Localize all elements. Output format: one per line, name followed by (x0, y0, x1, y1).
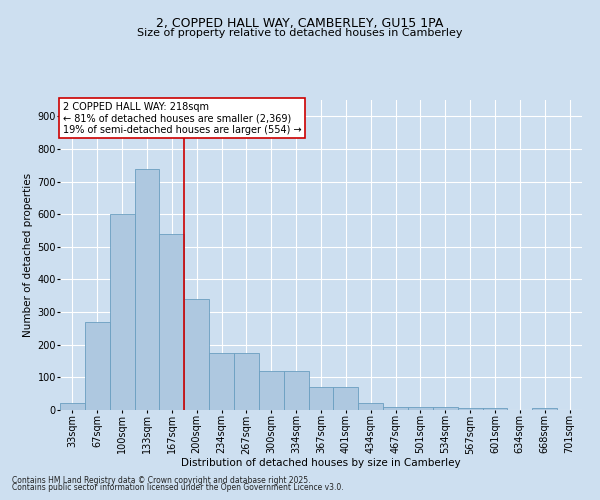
Text: 2 COPPED HALL WAY: 218sqm
← 81% of detached houses are smaller (2,369)
19% of se: 2 COPPED HALL WAY: 218sqm ← 81% of detac… (62, 102, 301, 134)
Bar (209, 353, 234, 410)
Y-axis label: Number of detached properties: Number of detached properties (23, 173, 33, 337)
Bar (284, 371, 308, 410)
Text: 2, COPPED HALL WAY, CAMBERLEY, GU15 1PA: 2, COPPED HALL WAY, CAMBERLEY, GU15 1PA (157, 18, 443, 30)
Bar (160, 234, 184, 410)
Text: Size of property relative to detached houses in Camberley: Size of property relative to detached ho… (137, 28, 463, 38)
Bar (358, 404, 383, 410)
Bar (234, 353, 259, 410)
X-axis label: Distribution of detached houses by size in Camberley: Distribution of detached houses by size … (181, 458, 461, 468)
Text: Contains HM Land Registry data © Crown copyright and database right 2025.: Contains HM Land Registry data © Crown c… (12, 476, 311, 485)
Bar (60, 404, 85, 410)
Bar (184, 299, 209, 410)
Bar (383, 406, 408, 410)
Bar (408, 406, 433, 410)
Bar (85, 322, 110, 410)
Bar (334, 387, 358, 410)
Bar (259, 371, 284, 410)
Bar (110, 214, 134, 410)
Bar (532, 408, 557, 410)
Bar (308, 387, 334, 410)
Bar (458, 408, 482, 410)
Bar (482, 408, 508, 410)
Bar (433, 406, 458, 410)
Bar (134, 168, 160, 410)
Text: Contains public sector information licensed under the Open Government Licence v3: Contains public sector information licen… (12, 484, 344, 492)
